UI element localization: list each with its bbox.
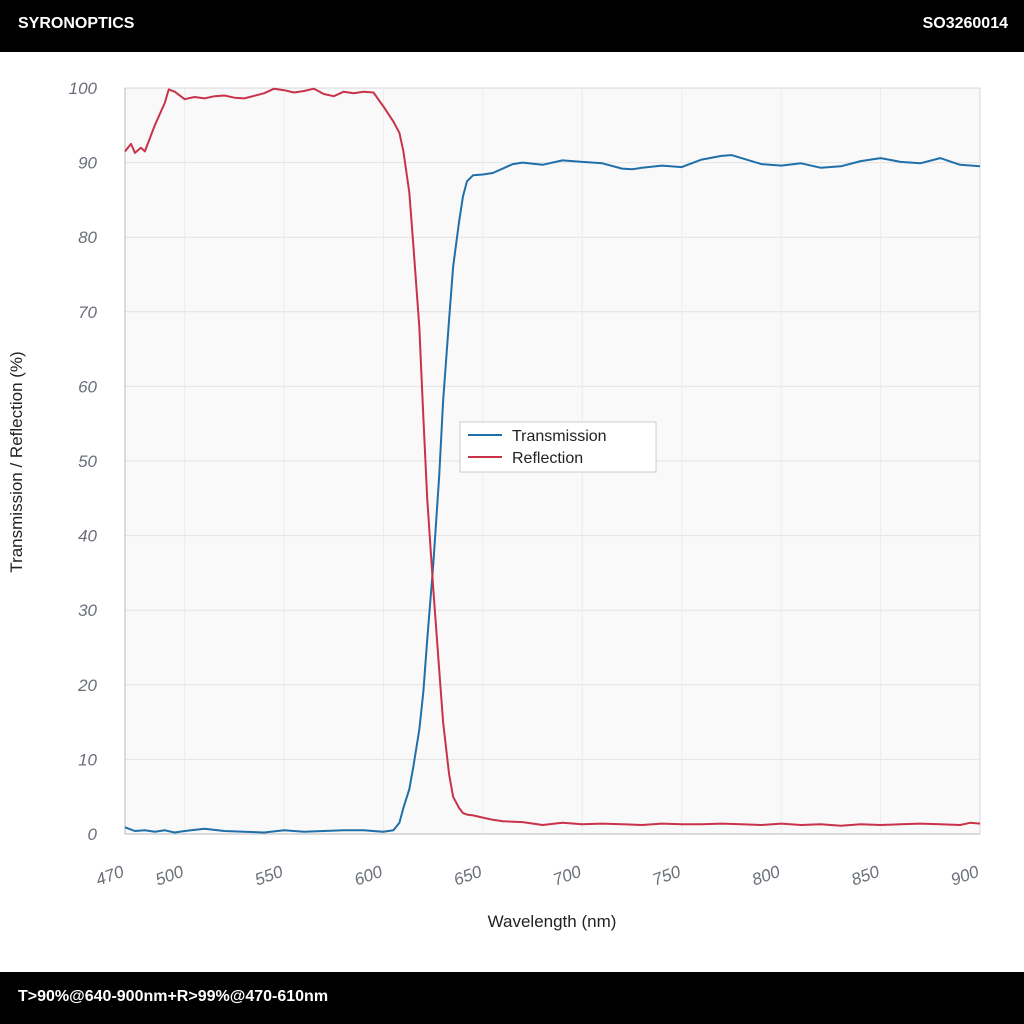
footer-bar: T>90%@640-900nm+R>99%@470-610nm <box>0 972 1024 1024</box>
x-tick-label: 750 <box>650 862 684 890</box>
x-tick-label: 470 <box>93 862 127 890</box>
x-axis-title: Wavelength (nm) <box>488 912 617 931</box>
y-axis-title: Transmission / Reflection (%) <box>7 351 26 572</box>
reflection-line <box>124 87 981 827</box>
y-tick-label: 10 <box>78 750 97 769</box>
legend: Transmission Reflection <box>459 421 657 473</box>
brand-name: SYRONOPTICS <box>18 15 135 32</box>
y-tick-label: 30 <box>78 601 97 620</box>
y-tick-label: 70 <box>78 303 97 322</box>
x-tick-label: 650 <box>451 862 485 890</box>
y-tick-label: 90 <box>78 154 97 173</box>
transmission-line <box>124 154 981 834</box>
data-series <box>124 87 981 834</box>
y-tick-label: 20 <box>77 676 97 695</box>
legend-label-transmission: Transmission <box>512 428 607 445</box>
spectrum-chart: 0 10 20 30 40 50 60 70 80 90 100 470 500 550 600 650 700… <box>7 79 982 931</box>
x-tick-label: 800 <box>749 862 783 890</box>
x-tick-label: 700 <box>551 862 585 890</box>
product-code: SO3260014 <box>922 15 1008 32</box>
y-tick-label: 50 <box>78 452 97 471</box>
spec-text: T>90%@640-900nm+R>99%@470-610nm <box>18 988 329 1005</box>
grid-lines <box>124 88 980 835</box>
x-tick-label: 500 <box>153 862 187 890</box>
x-tick-label: 600 <box>352 862 386 890</box>
y-tick-label: 40 <box>78 527 97 546</box>
x-tick-label: 900 <box>948 862 982 890</box>
x-tick-label: 850 <box>849 862 883 890</box>
y-tick-label: 100 <box>69 79 98 98</box>
y-tick-label: 0 <box>88 825 98 844</box>
legend-box <box>459 421 657 473</box>
header-bar: SYRONOPTICS SO3260014 <box>0 0 1024 52</box>
y-tick-label: 60 <box>78 377 97 396</box>
y-tick-label: 80 <box>78 228 97 247</box>
legend-label-reflection: Reflection <box>512 450 583 467</box>
x-tick-label: 550 <box>252 862 286 890</box>
